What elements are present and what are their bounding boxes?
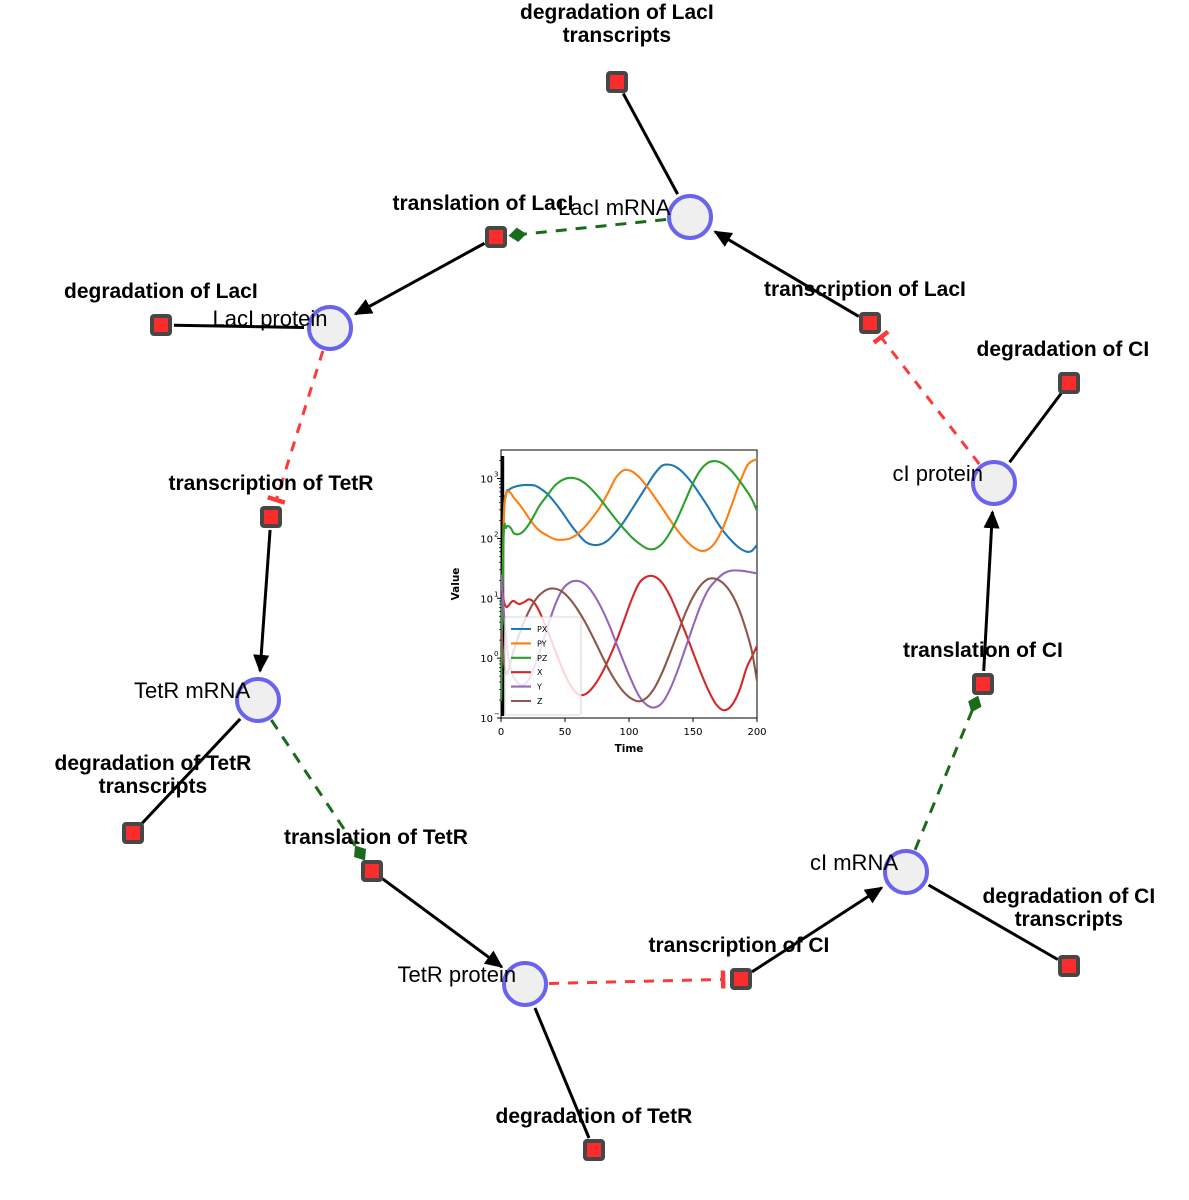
series-line-PX — [501, 463, 757, 702]
edge-tx_laci-to-laci_mrna — [713, 230, 860, 318]
reaction-label-tx_tetr: transcription of TetR — [168, 472, 374, 495]
y-tick-label: 10 — [480, 654, 493, 665]
legend-label-Z: Z — [537, 697, 543, 706]
edge-deg_laci-to-laci_protein — [173, 323, 305, 330]
series-line-X — [501, 574, 757, 712]
reaction-node-tx_tetr[interactable] — [260, 506, 282, 528]
y-tick-label: 10 — [480, 594, 493, 605]
legend-label-PY: PY — [537, 639, 547, 648]
reaction-label-deg_ci_tx: degradation of CI transcripts — [982, 884, 1156, 932]
y-tick-label: 10 — [480, 714, 493, 725]
species-label-tetr_protein: TetR protein — [397, 961, 517, 987]
x-axis-label: Time — [615, 743, 644, 755]
y-tick-exponent: −1 — [494, 710, 504, 718]
edge-deg_laci_tx-to-laci_mrna — [621, 92, 679, 195]
edge-deg_ci-to-ci_protein — [1008, 392, 1063, 464]
y-tick-exponent: 3 — [494, 471, 498, 479]
inset-timecourse-plot: 10 −1 10 0 10 1 10 2 10 3 0 50 100 150 200 Time Value PX P… — [441, 436, 771, 758]
edge-laci_protein-to-tx_tetr — [267, 350, 325, 505]
species-node-laci_protein[interactable] — [307, 305, 353, 351]
reaction-node-tl_ci[interactable] — [972, 673, 994, 695]
edge-deg_ci_tx-to-ci_mrna — [927, 883, 1059, 961]
edge-tetr_protein-to-tx_ci — [548, 970, 726, 989]
reaction-node-tl_tetr[interactable] — [361, 860, 383, 882]
reaction-node-deg_laci_tx[interactable] — [606, 71, 628, 93]
edge-laci_mrna-to-tl_laci — [508, 217, 667, 242]
species-label-ci_protein: cI protein — [892, 460, 984, 486]
edge-tl_laci-to-laci_protein — [353, 241, 486, 316]
reaction-node-tl_laci[interactable] — [485, 226, 507, 248]
species-label-laci_protein: LacI protein — [212, 305, 328, 331]
species-node-tetr_mrna[interactable] — [235, 677, 281, 723]
legend-label-X: X — [537, 668, 543, 677]
y-tick-label: 10 — [480, 534, 493, 545]
edge-ci_protein-to-tx_laci — [872, 329, 981, 465]
legend-label-PX: PX — [537, 625, 548, 634]
plot-legend — [504, 616, 582, 716]
edge-tetr_mrna-to-tl_tetr — [270, 719, 367, 861]
reaction-label-tx_ci: transcription of CI — [648, 934, 830, 957]
x-tick-label: 0 — [498, 727, 504, 738]
reaction-label-tl_laci: translation of LacI — [392, 192, 574, 215]
y-axis-label: Value — [450, 568, 462, 601]
reaction-label-deg_ci: degradation of CI — [976, 338, 1150, 361]
series-line-PZ — [501, 460, 757, 702]
edge-deg_tetr-to-tetr_protein — [533, 1007, 591, 1139]
species-node-tetr_protein[interactable] — [502, 961, 548, 1007]
reaction-node-deg_ci[interactable] — [1058, 372, 1080, 394]
species-node-ci_mrna[interactable] — [883, 849, 929, 895]
reaction-node-deg_tetr[interactable] — [583, 1139, 605, 1161]
reaction-node-deg_ci_tx[interactable] — [1058, 955, 1080, 977]
reaction-label-deg_tetr_tx: degradation of TetR transcripts — [54, 751, 252, 799]
species-label-ci_mrna: cI mRNA — [810, 849, 898, 875]
edge-tx_tetr-to-tetr_mrna — [253, 529, 272, 673]
species-node-ci_protein[interactable] — [971, 460, 1017, 506]
y-tick-label: 10 — [480, 475, 493, 486]
edge-ci_mrna-to-tl_ci — [913, 695, 982, 851]
reaction-label-deg_tetr: degradation of TetR — [495, 1105, 693, 1128]
reaction-node-deg_laci[interactable] — [150, 314, 172, 336]
species-node-laci_mrna[interactable] — [667, 194, 713, 240]
x-tick-label: 200 — [747, 727, 766, 738]
reaction-label-tx_laci: transcription of LacI — [764, 278, 966, 301]
edge-tl_ci-to-ci_protein — [982, 510, 1000, 672]
series-line-PY — [501, 458, 757, 702]
x-tick-label: 150 — [683, 727, 702, 738]
species-label-laci_mrna: LacI mRNA — [558, 194, 671, 220]
edge-tl_tetr-to-tetr_protein — [381, 877, 504, 968]
species-label-tetr_mrna: TetR mRNA — [134, 677, 251, 703]
reaction-label-deg_laci_tx: degradation of LacI transcripts — [520, 0, 714, 48]
x-tick-label: 50 — [559, 727, 572, 738]
y-tick-exponent: 0 — [494, 650, 498, 658]
y-tick-exponent: 2 — [494, 530, 498, 538]
x-tick-label: 100 — [619, 727, 638, 738]
legend-label-Y: Y — [536, 683, 542, 692]
reaction-label-tl_tetr: translation of TetR — [284, 826, 468, 849]
reaction-label-deg_laci: degradation of LacI — [64, 280, 258, 303]
edge-tx_ci-to-ci_mrna — [751, 886, 884, 974]
reaction-label-tl_ci: translation of CI — [903, 639, 1063, 662]
reaction-node-deg_tetr_tx[interactable] — [122, 822, 144, 844]
y-tick-exponent: 1 — [494, 590, 498, 598]
edge-deg_tetr_tx-to-tetr_mrna — [140, 717, 242, 825]
reaction-node-tx_ci[interactable] — [730, 968, 752, 990]
legend-label-PZ: PZ — [537, 654, 548, 663]
reaction-node-tx_laci[interactable] — [859, 312, 881, 334]
